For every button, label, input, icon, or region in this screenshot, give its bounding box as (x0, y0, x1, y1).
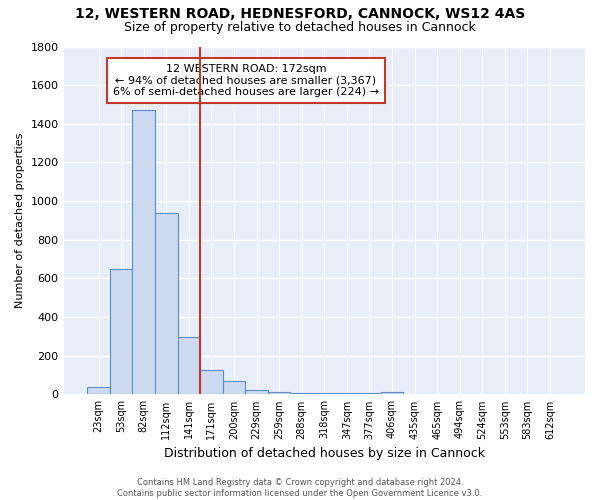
Text: Size of property relative to detached houses in Cannock: Size of property relative to detached ho… (124, 22, 476, 35)
Text: 12, WESTERN ROAD, HEDNESFORD, CANNOCK, WS12 4AS: 12, WESTERN ROAD, HEDNESFORD, CANNOCK, W… (75, 8, 525, 22)
Bar (133, 110, 155, 395)
Bar (381, 392, 403, 394)
X-axis label: Distribution of detached houses by size in Cannock: Distribution of detached houses by size … (164, 447, 485, 460)
Bar (110, 269, 133, 394)
Bar (178, 338, 200, 394)
Bar (200, 370, 223, 394)
Text: Contains HM Land Registry data © Crown copyright and database right 2024.
Contai: Contains HM Land Registry data © Crown c… (118, 478, 482, 498)
Bar (245, 390, 268, 394)
Bar (223, 381, 245, 394)
Bar (87, 386, 110, 394)
Y-axis label: Number of detached properties: Number of detached properties (15, 133, 25, 308)
Bar (155, 212, 178, 394)
Text: 12 WESTERN ROAD: 172sqm
← 94% of detached houses are smaller (3,367)
6% of semi-: 12 WESTERN ROAD: 172sqm ← 94% of detache… (113, 64, 379, 97)
Bar (290, 393, 313, 394)
Bar (268, 392, 290, 394)
